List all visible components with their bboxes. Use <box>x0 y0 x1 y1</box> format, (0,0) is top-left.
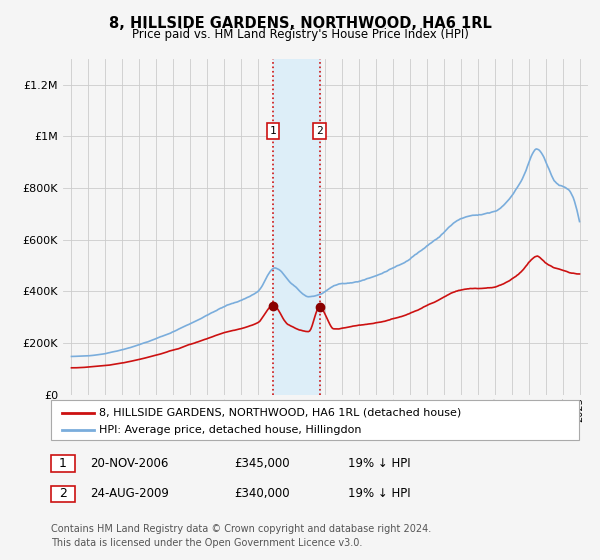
Text: 20-NOV-2006: 20-NOV-2006 <box>90 457 169 470</box>
Text: 19% ↓ HPI: 19% ↓ HPI <box>348 487 410 501</box>
Text: 8, HILLSIDE GARDENS, NORTHWOOD, HA6 1RL (detached house): 8, HILLSIDE GARDENS, NORTHWOOD, HA6 1RL … <box>99 408 461 418</box>
Text: 19% ↓ HPI: 19% ↓ HPI <box>348 457 410 470</box>
Text: £345,000: £345,000 <box>234 457 290 470</box>
Text: 2: 2 <box>316 126 323 136</box>
Text: 1: 1 <box>59 457 67 470</box>
Text: £340,000: £340,000 <box>234 487 290 501</box>
Text: 2: 2 <box>59 487 67 501</box>
Text: HPI: Average price, detached house, Hillingdon: HPI: Average price, detached house, Hill… <box>99 424 361 435</box>
Text: 8, HILLSIDE GARDENS, NORTHWOOD, HA6 1RL: 8, HILLSIDE GARDENS, NORTHWOOD, HA6 1RL <box>109 16 491 31</box>
Bar <box>273 59 320 395</box>
Text: Contains HM Land Registry data © Crown copyright and database right 2024.
This d: Contains HM Land Registry data © Crown c… <box>51 524 431 548</box>
Text: Price paid vs. HM Land Registry's House Price Index (HPI): Price paid vs. HM Land Registry's House … <box>131 28 469 41</box>
Text: 1: 1 <box>269 126 277 136</box>
Text: 24-AUG-2009: 24-AUG-2009 <box>90 487 169 501</box>
